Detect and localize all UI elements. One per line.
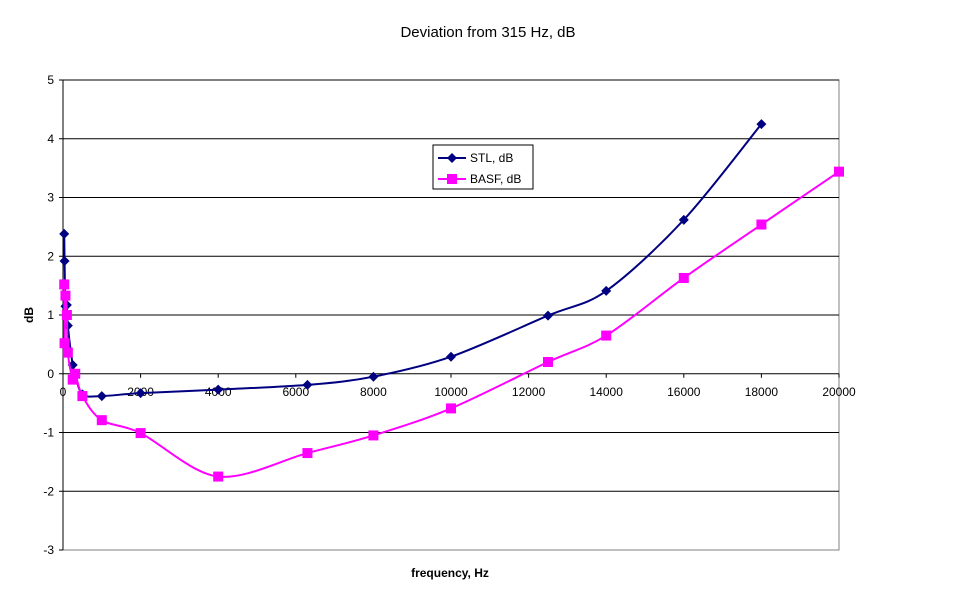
x-tick-label: 18000 <box>745 385 779 399</box>
y-tick-label: 1 <box>47 308 54 322</box>
y-tick-label: 4 <box>47 132 54 146</box>
data-point <box>59 338 70 349</box>
x-tick-label: 6000 <box>282 385 309 399</box>
legend-box <box>432 144 534 190</box>
x-tick-label: 16000 <box>667 385 701 399</box>
data-point <box>678 272 689 283</box>
gridlines <box>63 79 839 492</box>
chart-title: Deviation from 315 Hz, dB <box>400 24 575 41</box>
legend-marker <box>447 174 457 184</box>
y-tick-labels: 5 4 3 2 1 0 -1 -2 -3 <box>43 73 54 557</box>
data-point <box>601 285 612 296</box>
y-tick-label: -1 <box>43 426 54 440</box>
y-tick-label: 0 <box>47 367 54 381</box>
data-point <box>446 403 456 414</box>
data-point <box>601 330 612 341</box>
legend: STL, dB BASF, dB <box>432 144 534 190</box>
y-axis-title: dB <box>22 307 36 323</box>
x-tick-labels: 0200040006000800010000120001400016000180… <box>60 385 856 399</box>
legend-label: STL, dB <box>470 151 513 165</box>
y-tick-label: 2 <box>47 249 54 263</box>
x-tick-label: 12000 <box>512 385 546 399</box>
data-point <box>135 388 146 399</box>
legend-item: BASF, dB <box>438 172 521 186</box>
data-point <box>96 391 107 402</box>
x-tick-label: 14000 <box>590 385 624 399</box>
data-point <box>77 391 88 402</box>
y-tick-label: -2 <box>43 484 54 498</box>
legend-label: BASF, dB <box>470 172 521 186</box>
data-point <box>302 379 313 390</box>
data-point <box>834 166 844 177</box>
x-tick-label: 8000 <box>360 385 387 399</box>
data-point <box>543 357 553 367</box>
data-point <box>67 374 78 385</box>
data-point <box>59 279 70 290</box>
data-point <box>70 368 81 379</box>
data-point <box>135 428 146 439</box>
series-group <box>59 119 844 482</box>
x-tick-label: 0 <box>60 385 67 399</box>
data-point <box>213 384 224 395</box>
legend-item: STL, dB <box>438 151 513 165</box>
data-point <box>60 290 71 301</box>
y-tick-label: 3 <box>47 191 54 205</box>
y-tick-label: 5 <box>47 73 54 87</box>
x-tick-label: 10000 <box>434 385 468 399</box>
data-point <box>59 228 70 239</box>
data-point <box>446 351 456 362</box>
data-point <box>678 214 689 225</box>
data-point <box>302 448 313 459</box>
data-point <box>368 430 379 441</box>
data-point <box>62 347 73 358</box>
data-point <box>543 310 553 321</box>
data-point <box>756 219 767 230</box>
x-axis-title: frequency, Hz <box>411 566 489 580</box>
data-point <box>213 471 224 482</box>
series-line <box>63 170 840 478</box>
series-2 <box>59 166 844 482</box>
data-point <box>61 310 72 320</box>
x-tick-label: 20000 <box>822 385 856 399</box>
data-point <box>96 415 107 426</box>
legend-marker <box>447 153 457 163</box>
data-point <box>59 255 70 266</box>
data-point <box>368 371 379 382</box>
data-point <box>756 119 767 130</box>
y-tick-label: -3 <box>43 543 54 557</box>
